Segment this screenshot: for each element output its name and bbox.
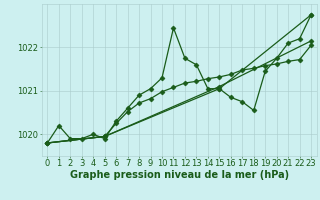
X-axis label: Graphe pression niveau de la mer (hPa): Graphe pression niveau de la mer (hPa) [70,170,289,180]
